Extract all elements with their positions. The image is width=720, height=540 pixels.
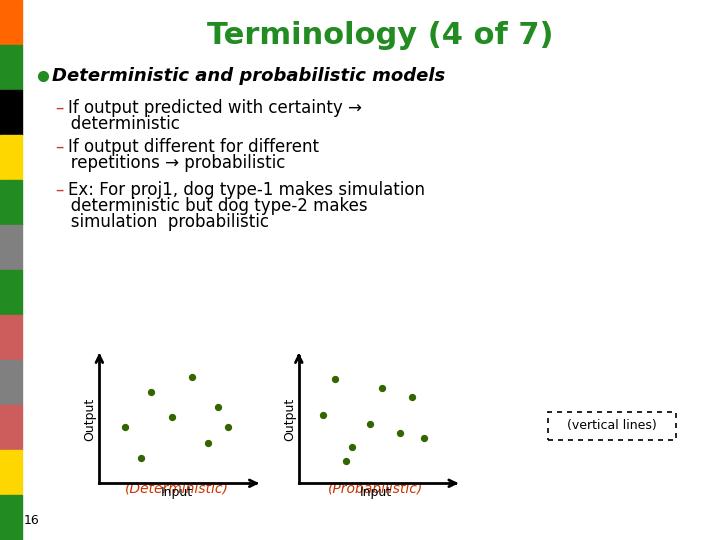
FancyBboxPatch shape bbox=[548, 412, 676, 440]
Text: Terminology (4 of 7): Terminology (4 of 7) bbox=[207, 21, 553, 50]
Point bbox=[120, 423, 131, 432]
Bar bbox=[0, 315, 22, 360]
X-axis label: Input: Input bbox=[161, 486, 193, 499]
Text: If output different for different: If output different for different bbox=[68, 138, 319, 156]
Point bbox=[212, 403, 224, 411]
Bar bbox=[0, 270, 22, 315]
Text: deterministic but dog type-2 makes: deterministic but dog type-2 makes bbox=[55, 197, 368, 215]
Point bbox=[222, 423, 234, 432]
Text: –: – bbox=[55, 181, 63, 199]
Text: deterministic: deterministic bbox=[55, 115, 180, 133]
Point bbox=[418, 434, 430, 442]
Text: simulation  probabilistic: simulation probabilistic bbox=[55, 213, 269, 231]
Text: (vertical lines): (vertical lines) bbox=[567, 420, 657, 433]
Point bbox=[186, 373, 198, 381]
Point bbox=[166, 413, 177, 422]
Text: 16: 16 bbox=[24, 514, 40, 526]
Point bbox=[145, 388, 157, 396]
Y-axis label: Output: Output bbox=[84, 398, 96, 442]
Text: –: – bbox=[55, 138, 63, 156]
Bar bbox=[0, 225, 22, 270]
Text: –: – bbox=[55, 99, 63, 117]
Text: Ex: For proj1, dog type-1 makes simulation: Ex: For proj1, dog type-1 makes simulati… bbox=[68, 181, 425, 199]
Point bbox=[341, 456, 352, 465]
Point bbox=[346, 443, 358, 451]
Bar bbox=[0, 495, 22, 540]
Bar bbox=[0, 90, 22, 135]
Bar bbox=[0, 0, 22, 45]
Bar bbox=[0, 405, 22, 450]
Bar bbox=[0, 135, 22, 180]
Bar bbox=[0, 45, 22, 90]
Bar bbox=[0, 180, 22, 225]
Text: If output predicted with certainty →: If output predicted with certainty → bbox=[68, 99, 362, 117]
Point bbox=[329, 375, 341, 383]
Bar bbox=[0, 360, 22, 405]
Point bbox=[135, 454, 146, 462]
Point bbox=[202, 438, 214, 447]
X-axis label: Input: Input bbox=[360, 486, 392, 499]
Point bbox=[377, 384, 388, 393]
Text: (Deterministic): (Deterministic) bbox=[125, 481, 229, 495]
Point bbox=[317, 411, 328, 420]
Bar bbox=[0, 450, 22, 495]
Point bbox=[364, 420, 376, 429]
Point bbox=[395, 429, 406, 438]
Text: (Probabilistic): (Probabilistic) bbox=[328, 481, 423, 495]
Point bbox=[406, 393, 418, 402]
Text: repetitions → probabilistic: repetitions → probabilistic bbox=[55, 154, 285, 172]
Y-axis label: Output: Output bbox=[283, 398, 296, 442]
Text: Deterministic and probabilistic models: Deterministic and probabilistic models bbox=[52, 67, 445, 85]
